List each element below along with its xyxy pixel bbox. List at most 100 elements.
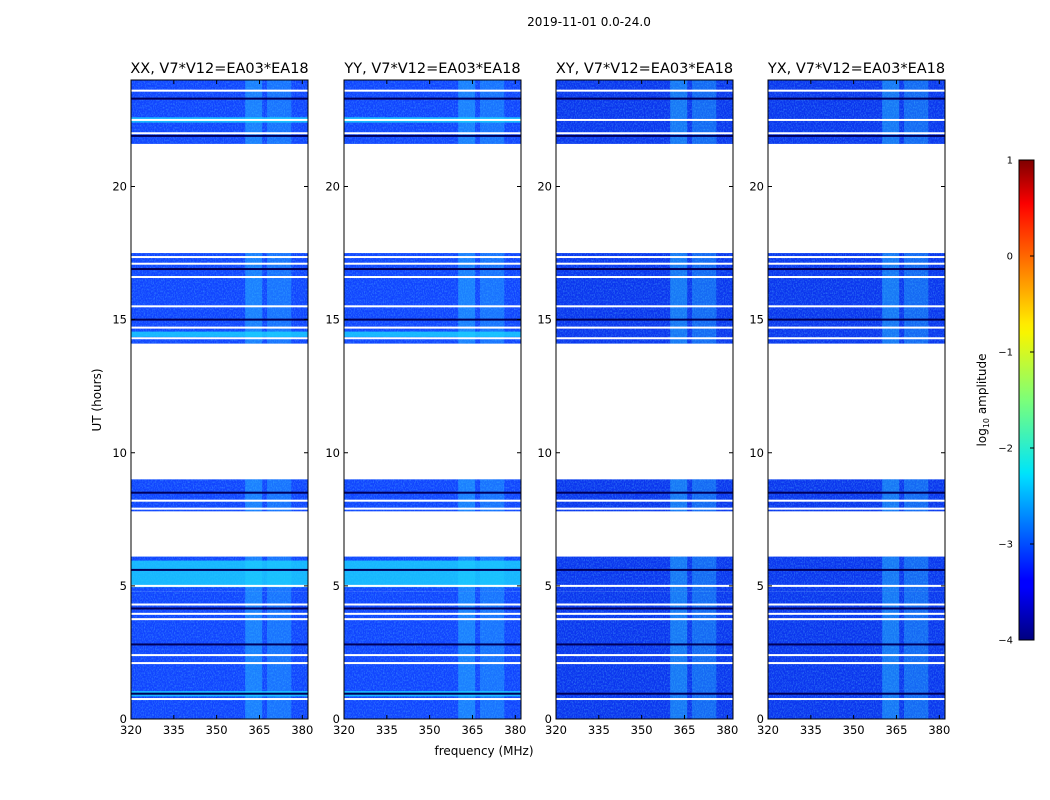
- flag-line: [131, 654, 308, 657]
- panel-image: [344, 80, 521, 719]
- bright-band: [131, 560, 308, 588]
- flag-line: [344, 305, 521, 308]
- flag-line: [131, 89, 308, 92]
- rfi-band: [458, 479, 476, 512]
- flag-line: [131, 507, 308, 510]
- rfi-band: [267, 80, 292, 144]
- flag-line: [344, 276, 521, 279]
- flag-line: [768, 262, 945, 265]
- panel-frame: [343, 79, 522, 720]
- flag-line: [556, 499, 733, 502]
- rfi-band: [692, 479, 717, 512]
- flag-line: [768, 118, 945, 121]
- colorbar: 10−1−2−3−4 log10 amplitude: [975, 156, 1035, 647]
- x-tick-label: 365: [248, 723, 270, 737]
- flag-line: [768, 612, 945, 615]
- bright-band: [344, 560, 521, 588]
- colorbar-gradient: [1018, 159, 1035, 641]
- y-tick-label: 20: [112, 180, 127, 194]
- y-tick-label: 5: [757, 579, 764, 593]
- flag-line: [768, 134, 945, 137]
- flag-line: [131, 568, 308, 571]
- flag-line: [556, 662, 733, 665]
- y-axis-label: UT (hours): [90, 368, 104, 431]
- flag-line: [344, 491, 521, 494]
- flag-line: [344, 662, 521, 665]
- rfi-band: [882, 479, 900, 512]
- colorbar-tick-label: 1: [1007, 156, 1013, 167]
- panel-3: XY, V7*V12=EA03*EA18 320 335 350 365 380 0 5 10 1…: [537, 61, 738, 737]
- flag-line: [131, 118, 308, 121]
- y-tick-label: 15: [325, 313, 340, 327]
- x-tick-label: 380: [928, 723, 950, 737]
- flag-line: [344, 603, 521, 606]
- flag-line: [131, 584, 308, 587]
- flag-line: [768, 305, 945, 308]
- flag-line: [131, 698, 308, 701]
- flag-line: [131, 134, 308, 137]
- noise-texture: [344, 479, 521, 512]
- flag-line: [556, 692, 733, 695]
- flag-line: [131, 256, 308, 259]
- bright-band: [131, 331, 308, 337]
- flag-line: [556, 326, 733, 329]
- flag-line: [768, 256, 945, 259]
- flag-line: [556, 132, 733, 135]
- panel-frame: [130, 79, 309, 720]
- flag-line: [768, 276, 945, 279]
- y-tick-label: 5: [545, 579, 552, 593]
- panel-title: YX, V7*V12=EA03*EA18: [767, 61, 945, 77]
- rfi-band: [692, 253, 717, 344]
- flag-line: [344, 654, 521, 657]
- flag-line: [344, 89, 521, 92]
- colorbar-tick-label: −2: [998, 444, 1013, 455]
- flag-line: [768, 603, 945, 606]
- flag-line: [556, 607, 733, 610]
- flag-line: [768, 318, 945, 321]
- x-tick-label: 380: [504, 723, 526, 737]
- y-tick-label: 15: [112, 313, 127, 327]
- colorbar-tick-label: −3: [998, 540, 1013, 551]
- y-tick-label: 20: [749, 180, 764, 194]
- flag-line: [131, 326, 308, 329]
- bright-band: [344, 331, 521, 337]
- flag-line: [131, 662, 308, 665]
- x-tick-label: 380: [291, 723, 313, 737]
- panel-frame: [555, 79, 734, 720]
- flag-line: [556, 262, 733, 265]
- rfi-band: [670, 556, 688, 592]
- rfi-band: [904, 479, 929, 512]
- flag-line: [131, 643, 308, 646]
- x-axis-label: frequency (MHz): [434, 744, 533, 758]
- rfi-band: [480, 253, 505, 344]
- x-tick-label: 335: [800, 723, 822, 737]
- rfi-band: [904, 253, 929, 344]
- flag-line: [344, 584, 521, 587]
- rfi-band: [245, 80, 263, 144]
- flag-line: [344, 643, 521, 646]
- noise-texture: [131, 479, 308, 512]
- figure-title: 2019-11-01 0.0-24.0: [527, 15, 651, 29]
- rfi-band: [882, 80, 900, 144]
- y-tick-label: 5: [333, 579, 340, 593]
- y-tick-label: 0: [333, 712, 340, 726]
- flag-line: [768, 491, 945, 494]
- flag-line: [344, 499, 521, 502]
- flag-line: [344, 337, 521, 340]
- noise-texture: [556, 479, 733, 512]
- x-tick-label: 365: [885, 723, 907, 737]
- rfi-band: [882, 253, 900, 344]
- flag-line: [131, 612, 308, 615]
- flag-line: [768, 692, 945, 695]
- flag-line: [768, 97, 945, 100]
- panel-title: YY, V7*V12=EA03*EA18: [343, 61, 520, 77]
- flag-line: [131, 276, 308, 279]
- panel-1: XX, V7*V12=EA03*EA18 320 335 350 365 380 0 5 10 1…: [112, 61, 313, 737]
- flag-line: [768, 507, 945, 510]
- x-tick-label: 335: [163, 723, 185, 737]
- flag-line: [344, 97, 521, 100]
- flag-line: [556, 584, 733, 587]
- flag-line: [344, 134, 521, 137]
- flag-line: [556, 97, 733, 100]
- flag-line: [768, 643, 945, 646]
